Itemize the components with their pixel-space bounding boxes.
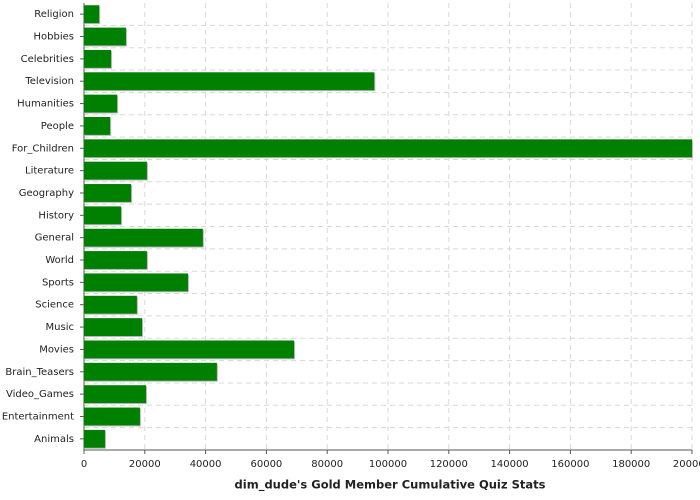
y-tick-label: Celebrities — [21, 54, 74, 65]
x-tick-label: 140000 — [491, 459, 529, 470]
bar — [84, 161, 147, 180]
x-tick-label: 180000 — [612, 459, 650, 470]
bar — [84, 228, 203, 247]
y-tick-label: Entertainment — [2, 411, 74, 422]
bar — [84, 206, 122, 225]
y-tick-label: Science — [35, 300, 74, 311]
x-tick-label: 100000 — [369, 459, 407, 470]
y-tick-label: Music — [46, 322, 74, 333]
y-tick-label: History — [38, 210, 74, 221]
x-tick-label: 0 — [81, 459, 87, 470]
y-tick-label: World — [45, 255, 74, 266]
x-tick-label: 120000 — [430, 459, 468, 470]
y-tick-label: Animals — [34, 434, 74, 445]
y-tick-label: For_Children — [12, 143, 74, 154]
bar — [84, 429, 105, 448]
y-tick-label: Sports — [42, 277, 74, 288]
bar — [84, 385, 147, 404]
y-tick-label: Religion — [34, 9, 74, 20]
bar — [84, 318, 143, 337]
y-tick-label: Literature — [25, 166, 74, 177]
bar — [84, 72, 375, 91]
x-tick-label: 160000 — [551, 459, 589, 470]
bar — [84, 5, 100, 24]
bar — [84, 49, 112, 68]
y-tick-label: People — [41, 121, 74, 132]
bar — [84, 139, 692, 158]
y-tick-label: Television — [24, 76, 74, 87]
x-tick-label: 40000 — [190, 459, 222, 470]
bar — [84, 340, 295, 359]
bar — [84, 184, 132, 202]
bar — [84, 407, 140, 426]
y-tick-label: Brain_Teasers — [5, 367, 74, 378]
y-tick-label: Humanities — [17, 99, 74, 110]
chart-title: dim_dude's Gold Member Cumulative Quiz S… — [235, 478, 546, 493]
x-tick-label: 20000 — [129, 459, 161, 470]
x-tick-label: 200000 — [673, 459, 700, 470]
bar — [84, 27, 126, 46]
x-tick-label: 80000 — [311, 459, 343, 470]
bar — [84, 116, 111, 135]
y-tick-label: Video_Games — [6, 389, 74, 400]
y-tick-label: Geography — [19, 188, 74, 199]
bar — [84, 251, 147, 269]
bar — [84, 273, 188, 292]
y-tick-label: Movies — [39, 344, 74, 355]
x-tick-label: 60000 — [250, 459, 282, 470]
bar — [84, 295, 137, 314]
bar — [84, 94, 118, 113]
y-tick-label: Hobbies — [34, 32, 74, 43]
bar — [84, 362, 217, 381]
y-tick-label: General — [35, 233, 74, 244]
